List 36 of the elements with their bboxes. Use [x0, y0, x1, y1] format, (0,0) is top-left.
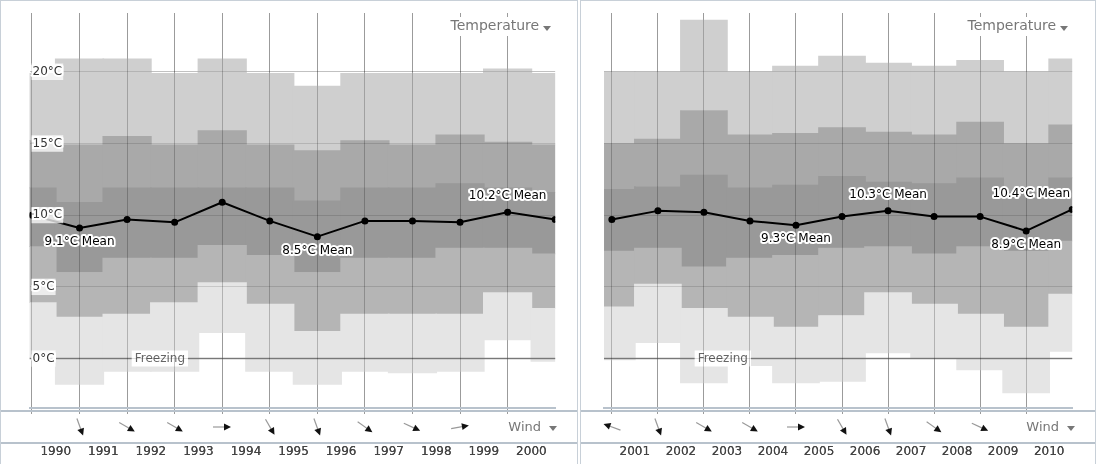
x-tick-label: 2008 — [941, 444, 973, 459]
x-tick-label: 1990 — [40, 444, 72, 459]
text: Wind — [1024, 419, 1061, 434]
y-tick-label: 15°C — [32, 135, 63, 150]
x-tick-label: 1991 — [88, 444, 119, 459]
y-tick-label: 0°C — [32, 350, 55, 365]
y-tick-label: 20°C — [32, 63, 63, 78]
ref-line-label: Freezing — [134, 350, 186, 365]
y-tick-label: 5°C — [32, 278, 55, 293]
text: Wind — [506, 419, 543, 434]
chart-title: Temperature — [449, 16, 540, 33]
x-tick-label: 1997 — [373, 444, 404, 459]
x-tick-label: 1999 — [468, 444, 500, 459]
data-label: 8.5°C Mean — [282, 242, 353, 257]
x-tick-label: 1998 — [420, 444, 452, 459]
x-tick-label: 2003 — [711, 444, 743, 459]
data-label: 8.9°C Mean — [991, 237, 1062, 252]
x-tick-label: 2005 — [803, 444, 835, 459]
x-tick-label: 2000 — [516, 444, 547, 459]
x-tick-label: 1993 — [183, 444, 214, 459]
x-tick-label: 1994 — [230, 444, 262, 459]
x-tick-label: 2006 — [849, 444, 881, 459]
y-tick-label: 10°C — [32, 207, 63, 222]
data-label: 10.2°C Mean — [468, 188, 547, 203]
chart-title: Temperature — [966, 16, 1057, 33]
x-tick-label: 2001 — [619, 444, 651, 459]
x-tick-label: 2010 — [1033, 444, 1065, 459]
x-tick-label: 2004 — [757, 444, 789, 459]
x-tick-label: 1992 — [135, 444, 167, 459]
ref-line-label: Freezing — [697, 350, 748, 365]
x-tick-label: 1996 — [325, 444, 357, 459]
data-label: 10.3°C Mean — [849, 186, 927, 201]
x-tick-label: 2002 — [665, 444, 697, 459]
x-tick-label: 2007 — [895, 444, 927, 459]
x-tick-label: 2009 — [987, 444, 1019, 459]
x-tick-label: 1995 — [278, 444, 309, 459]
